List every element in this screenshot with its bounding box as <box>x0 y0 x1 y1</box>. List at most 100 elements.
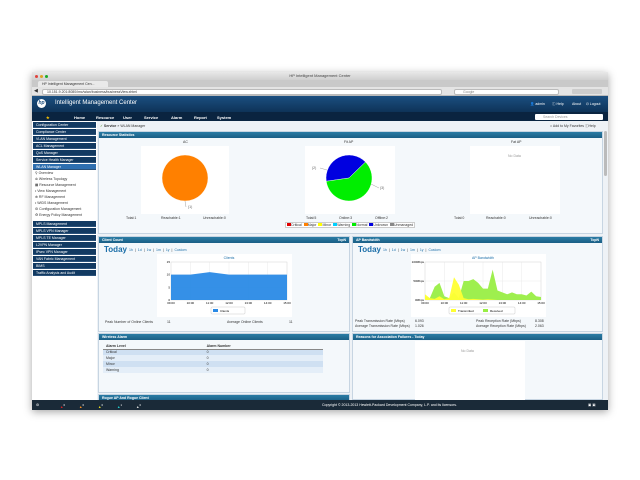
minimize-window-button[interactable] <box>40 74 43 78</box>
topn-link[interactable]: TopN <box>337 238 346 242</box>
sidebar-item[interactable]: MPLS TE Manager <box>33 235 96 241</box>
range-custom[interactable]: Custom <box>428 247 441 252</box>
series-area[interactable] <box>171 272 287 300</box>
help-label[interactable]: Help <box>588 124 596 128</box>
range-1w[interactable]: 1w <box>400 247 406 252</box>
sidebar-item[interactable]: Configuration Center <box>33 122 96 128</box>
favorites-star-icon[interactable]: ★ <box>46 114 50 120</box>
sidebar-item[interactable]: IPsec VPN Manager <box>33 249 96 255</box>
range-1y[interactable]: 1y <box>419 247 424 252</box>
sidebar-item[interactable]: Traffic Analysis and Audit <box>33 270 96 276</box>
back-icon[interactable]: ◀ <box>34 88 38 94</box>
legend-label[interactable]: Received <box>490 309 503 313</box>
fat-ap-reachable[interactable]: Reachable:0 <box>486 216 506 220</box>
legend-label[interactable]: Transmitted <box>458 309 474 313</box>
table-row[interactable]: Major 0 <box>103 355 323 361</box>
zoom-window-button[interactable] <box>45 74 48 78</box>
range-1w[interactable]: 1w <box>146 247 152 252</box>
nav-home[interactable]: Home <box>74 114 86 120</box>
sidebar-item[interactable]: VAN Fabric Management <box>33 256 96 262</box>
ac-reachable[interactable]: Reachable:1 <box>161 216 181 220</box>
subitem-icon: ⚲ <box>35 171 38 175</box>
legend-label[interactable]: Clients <box>220 309 230 313</box>
url-input[interactable]: 10.151.9.201:8080/imc/wlan/business/busi… <box>42 88 442 95</box>
alarm-count-indicator[interactable]: ▲0 <box>98 400 103 410</box>
nav-alarm[interactable]: Alarm <box>171 114 183 120</box>
close-window-button[interactable] <box>35 74 38 78</box>
alarm-count-indicator[interactable]: ▲0 <box>79 400 84 410</box>
no-data: No Data <box>461 349 474 353</box>
sidebar-item[interactable]: L2VPN Manager <box>33 242 96 248</box>
sidebar-subitem[interactable]: ⊕ RF Management <box>35 195 65 199</box>
fit-ap-online[interactable]: Online:3 <box>339 216 353 220</box>
sidebar-item[interactable]: Compliance Center <box>33 129 96 135</box>
nav-resource[interactable]: Resource <box>96 114 115 120</box>
device-search-input[interactable]: Search Devices <box>535 113 603 120</box>
table-row[interactable]: Critical 0 <box>103 349 323 355</box>
legend <box>448 306 516 315</box>
sidebar-subitem[interactable]: ⊛ Wireless Topology <box>35 177 67 181</box>
pie-slice[interactable] <box>326 161 373 202</box>
range-1h[interactable]: 1h <box>382 247 387 252</box>
nav-user[interactable]: User <box>123 114 132 120</box>
range-1d[interactable]: 1d <box>137 247 142 252</box>
browser-toolbar-icons[interactable] <box>572 89 602 94</box>
range-1m[interactable]: 1m <box>410 247 415 252</box>
range-today[interactable]: Today <box>358 245 381 254</box>
browser-search-input[interactable]: Google <box>454 88 559 95</box>
browser-tab[interactable]: HP Intelligent Management Cen... <box>38 81 108 87</box>
topn-link[interactable]: TopN <box>590 238 599 242</box>
sidebar-subitem[interactable]: ⚲ Overview <box>35 171 53 175</box>
help-link[interactable]: ⓘ Help <box>552 102 564 106</box>
legend-item[interactable]: Minor <box>318 223 331 227</box>
legend-item[interactable]: Warning <box>333 223 350 227</box>
legend-swatch <box>303 223 308 226</box>
legend-item[interactable]: Critical <box>287 223 302 227</box>
ac-unreachable[interactable]: Unreachable:0 <box>203 216 226 220</box>
sidebar-item[interactable]: VLAN Management <box>33 136 96 142</box>
alarm-settings-icon[interactable]: ⚙ <box>36 403 40 407</box>
logout-link[interactable]: ⏻ Logout <box>586 102 601 106</box>
alarm-count-indicator[interactable]: ▲1 <box>117 400 122 410</box>
sidebar-subitem[interactable]: ▦ Resource Management <box>35 183 76 187</box>
sidebar-item[interactable]: Service Health Manager <box>33 157 96 163</box>
range-custom[interactable]: Custom <box>174 247 187 252</box>
favorites-link[interactable]: ⌂ Add to My Favorites ⓘHelp <box>550 124 596 128</box>
alarm-count-indicator[interactable]: ▲0 <box>136 400 141 410</box>
sidebar-subitem[interactable]: • WIDS Management <box>35 201 68 205</box>
legend-item[interactable]: Unknown <box>369 223 388 227</box>
user-link[interactable]: 👤 admin <box>530 102 545 106</box>
range-1m[interactable]: 1m <box>156 247 161 252</box>
fat-ap-unreachable[interactable]: Unreachable:0 <box>529 216 552 220</box>
nav-service[interactable]: Service <box>144 114 159 120</box>
pie-slice[interactable] <box>325 154 366 182</box>
about-link[interactable]: About <box>572 102 582 106</box>
series-area[interactable] <box>425 277 541 300</box>
legend-item[interactable]: Normal <box>352 223 367 227</box>
table-row[interactable]: Warning 0 <box>103 367 323 373</box>
status-icons[interactable]: ▣ ▣ <box>588 403 596 407</box>
sidebar-item[interactable]: MPLS VPN Manager <box>33 228 96 234</box>
breadcrumb-service[interactable]: Service <box>103 124 117 128</box>
range-1d[interactable]: 1d <box>391 247 396 252</box>
alarm-count-indicator[interactable]: ▲0 <box>60 400 65 410</box>
sidebar-subitem[interactable]: ⚙ Configuration Management <box>35 207 81 211</box>
sidebar-item[interactable]: QoS Manager <box>33 150 96 156</box>
range-1h[interactable]: 1h <box>128 247 133 252</box>
sidebar-subitem[interactable]: • View Management <box>35 189 66 193</box>
range-1y[interactable]: 1y <box>165 247 170 252</box>
scrollbar[interactable] <box>604 131 607 176</box>
legend-item[interactable]: Unmanaged <box>390 223 413 227</box>
nav-report[interactable]: Report <box>194 114 207 120</box>
fit-ap-offline[interactable]: Offline:2 <box>375 216 388 220</box>
pie-slice[interactable] <box>161 154 209 202</box>
sidebar-item[interactable]: MPLS Management <box>33 221 96 227</box>
sidebar-subitem[interactable]: ♻ Energy Policy Management <box>35 213 82 217</box>
table-row[interactable]: Minor 0 <box>103 361 323 367</box>
nav-system[interactable]: System <box>217 114 232 120</box>
range-today[interactable]: Today <box>104 245 127 254</box>
sidebar-item-wlan-manager[interactable]: WLAN Manager <box>33 164 96 170</box>
legend-item[interactable]: Major <box>303 223 316 227</box>
sidebar-item[interactable]: ACL Management <box>33 143 96 149</box>
sidebar-item[interactable]: BIMS <box>33 263 96 269</box>
